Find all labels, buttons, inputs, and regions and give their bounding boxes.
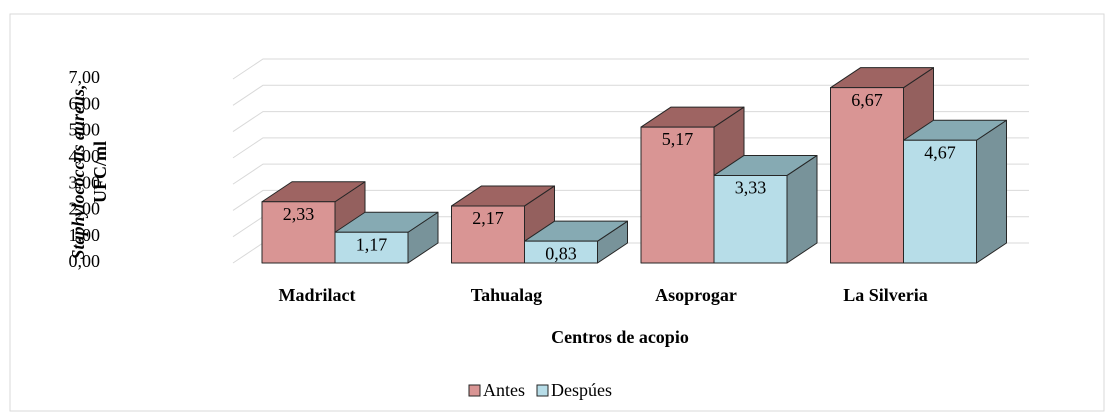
x-axis-label: Centros de acopio xyxy=(551,327,689,347)
value-label: 5,17 xyxy=(662,129,694,149)
y-axis-label-line: Staphylococcus aureus, xyxy=(68,84,88,259)
y-tick-label: 1,00 xyxy=(69,225,101,245)
grid-line xyxy=(232,84,1029,106)
bar xyxy=(640,126,715,264)
x-tick-label: La Silveria xyxy=(843,285,928,305)
y-tick-label: 5,00 xyxy=(69,120,101,140)
legend-label: Despúes xyxy=(551,380,612,400)
y-tick-label: 6,00 xyxy=(69,93,101,113)
x-tick-label: Madrilact xyxy=(279,285,356,305)
value-label: 1,17 xyxy=(356,234,388,254)
bar xyxy=(903,139,977,264)
x-tick-label: Asoprogar xyxy=(655,285,737,305)
y-axis-label-line: UFC/ml xyxy=(90,141,110,203)
y-axis-label: Staphylococcus aureus, UFC/ml xyxy=(68,84,110,259)
bar-side xyxy=(976,119,1007,264)
x-tick-label: Tahualag xyxy=(471,285,542,305)
legend-label: Antes xyxy=(483,380,525,400)
bar xyxy=(334,231,409,264)
bar xyxy=(830,87,904,264)
value-label: 6,67 xyxy=(851,90,883,110)
y-tick-label: 4,00 xyxy=(69,146,101,166)
grid-line xyxy=(232,137,1029,159)
grid-line xyxy=(232,111,1029,132)
bar xyxy=(524,240,598,264)
legend-swatch xyxy=(536,384,549,397)
bar xyxy=(451,205,525,264)
y-tick-label: 3,00 xyxy=(69,172,101,192)
y-tick-label: 0,00 xyxy=(69,251,101,271)
legend-swatch xyxy=(468,384,481,397)
value-label: 0,83 xyxy=(545,243,577,263)
value-label: 2,17 xyxy=(472,208,504,228)
value-label: 4,67 xyxy=(924,142,956,162)
y-tick-label: 7,00 xyxy=(69,67,101,87)
grid-line xyxy=(232,58,1029,80)
y-tick-label: 2,00 xyxy=(69,199,101,219)
value-label: 3,33 xyxy=(735,178,767,198)
value-label: 2,33 xyxy=(283,204,315,224)
bar xyxy=(713,174,788,264)
